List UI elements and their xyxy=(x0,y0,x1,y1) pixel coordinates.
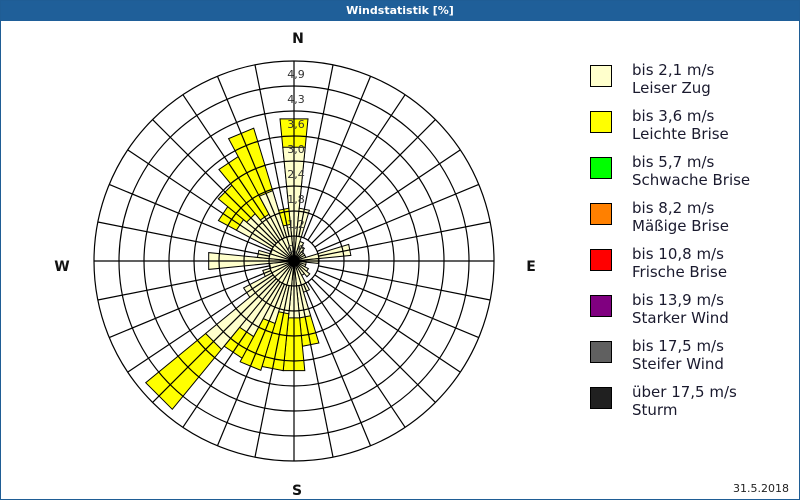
legend-item: bis 10,8 m/s Frische Brise xyxy=(590,245,790,291)
legend-item: bis 13,9 m/s Starker Wind xyxy=(590,291,790,337)
legend-name: Frische Brise xyxy=(632,263,728,281)
legend-name: Schwache Brise xyxy=(632,171,751,189)
legend-speed: bis 8,2 m/s xyxy=(632,199,715,217)
ring-label: 3,6 xyxy=(287,118,305,131)
ring-label: 4,3 xyxy=(287,93,305,106)
legend-speed: bis 2,1 m/s xyxy=(632,61,715,79)
legend-item: bis 2,1 m/s Leiser Zug xyxy=(590,61,790,107)
legend-speed: über 17,5 m/s xyxy=(632,383,737,401)
legend-item: bis 5,7 m/s Schwache Brise xyxy=(590,153,790,199)
legend-swatch xyxy=(590,249,612,271)
legend-name: Mäßige Brise xyxy=(632,217,729,235)
legend-name: Sturm xyxy=(632,401,678,419)
legend-name: Steifer Wind xyxy=(632,355,724,373)
legend-swatch xyxy=(590,203,612,225)
wind-rose-bars xyxy=(144,118,352,411)
legend-item: über 17,5 m/s Sturm xyxy=(590,383,790,429)
legend-item: bis 17,5 m/s Steifer Wind xyxy=(590,337,790,383)
ring-label: 1,8 xyxy=(287,193,305,206)
legend-speed: bis 17,5 m/s xyxy=(632,337,724,355)
legend-item: bis 3,6 m/s Leichte Brise xyxy=(590,107,790,153)
ring-labels: 0,6 1,2 1,8 2,4 3,0 3,6 4,3 4,9 xyxy=(287,68,305,256)
legend-swatch xyxy=(590,111,612,133)
legend-swatch xyxy=(590,295,612,317)
legend-name: Starker Wind xyxy=(632,309,729,327)
legend-speed: bis 13,9 m/s xyxy=(632,291,724,309)
legend-speed: bis 10,8 m/s xyxy=(632,245,724,263)
ring-label: 3,0 xyxy=(287,143,305,156)
ring-label: 1,2 xyxy=(287,218,305,231)
legend-swatch xyxy=(590,157,612,179)
legend-name: Leiser Zug xyxy=(632,79,711,97)
legend-swatch xyxy=(590,341,612,363)
ring-label: 0,6 xyxy=(287,243,305,256)
legend-swatch xyxy=(590,387,612,409)
legend-name: Leichte Brise xyxy=(632,125,729,143)
legend: bis 2,1 m/s Leiser Zug bis 3,6 m/s Leich… xyxy=(590,61,790,429)
legend-speed: bis 5,7 m/s xyxy=(632,153,715,171)
compass-north-label: N xyxy=(292,31,304,47)
window-title: Windstatistik [%] xyxy=(1,1,799,21)
ring-label: 2,4 xyxy=(287,168,305,181)
compass-west-label: W xyxy=(54,259,69,275)
date-label: 31.5.2018 xyxy=(733,482,789,495)
legend-item: bis 8,2 m/s Mäßige Brise xyxy=(590,199,790,245)
ring-label: 4,9 xyxy=(287,68,305,81)
wind-rose-svg: 0,6 1,2 1,8 2,4 3,0 3,6 4,3 4,9 N E S W xyxy=(54,31,536,499)
compass-south-label: S xyxy=(292,483,302,499)
compass-east-label: E xyxy=(526,259,536,275)
legend-speed: bis 3,6 m/s xyxy=(632,107,715,125)
wind-rose-grid xyxy=(93,60,495,462)
wind-rose-chart: 0,6 1,2 1,8 2,4 3,0 3,6 4,3 4,9 N E S W bis 2,1… xyxy=(1,21,799,499)
legend-swatch xyxy=(590,65,612,87)
